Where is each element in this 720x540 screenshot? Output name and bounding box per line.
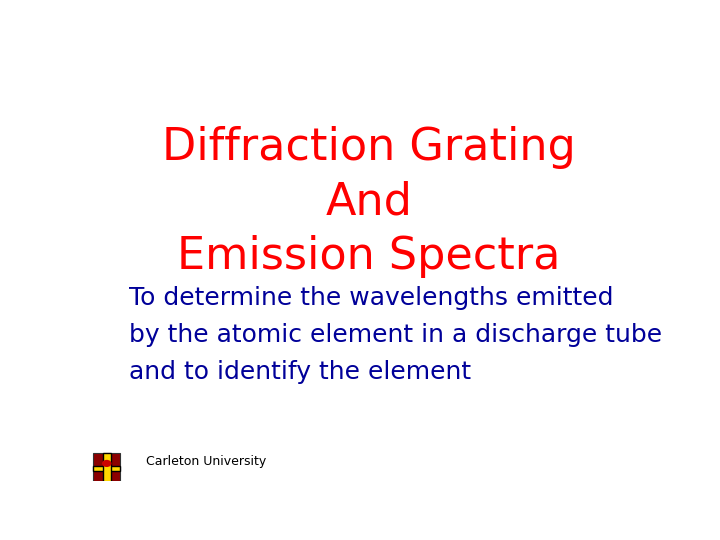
Text: And: And — [325, 180, 413, 224]
FancyBboxPatch shape — [94, 465, 120, 471]
Circle shape — [102, 460, 112, 467]
Text: and to identify the element: and to identify the element — [129, 361, 471, 384]
FancyBboxPatch shape — [103, 453, 111, 484]
Text: To determine the wavelengths emitted: To determine the wavelengths emitted — [129, 286, 613, 309]
FancyBboxPatch shape — [94, 453, 120, 484]
Text: by the atomic element in a discharge tube: by the atomic element in a discharge tub… — [129, 323, 662, 347]
Text: Emission Spectra: Emission Spectra — [177, 234, 561, 278]
Text: Carleton University: Carleton University — [145, 455, 266, 468]
Text: Diffraction Grating: Diffraction Grating — [162, 126, 576, 170]
